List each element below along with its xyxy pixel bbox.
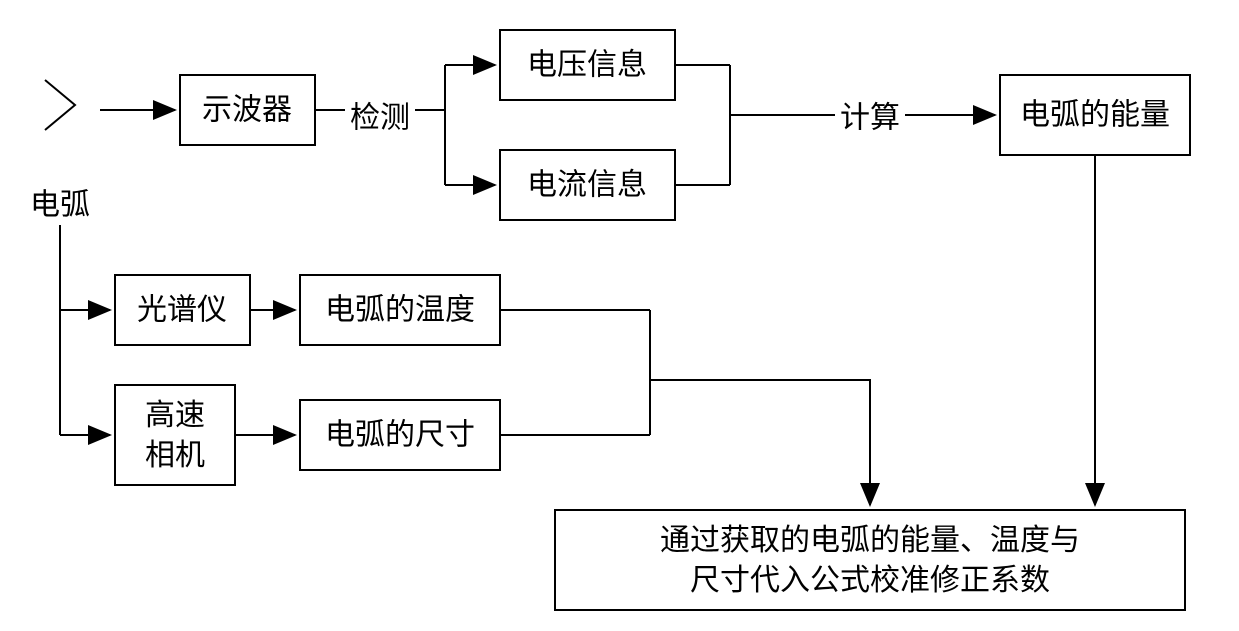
spectrometer-label: 光谱仪	[137, 294, 227, 327]
arc-label: 电弧	[30, 189, 90, 222]
result-label-line2: 尺寸代入公式校准修正系数	[690, 564, 1050, 597]
camera-label-line2: 相机	[145, 439, 205, 472]
arc-size-label: 电弧的尺寸	[325, 419, 475, 452]
current-info-label: 电流信息	[527, 169, 647, 202]
detect-label: 检测	[350, 102, 410, 135]
camera-label-line1: 高速	[145, 399, 205, 432]
arc-bolt-icon	[45, 80, 75, 130]
oscilloscope-label: 示波器	[202, 94, 292, 127]
arc-temperature-label: 电弧的温度	[325, 294, 475, 327]
result-label-line1: 通过获取的电弧的能量、温度与	[660, 524, 1080, 557]
arc-energy-label: 电弧的能量	[1020, 99, 1170, 132]
calculate-label: 计算	[840, 102, 900, 135]
voltage-info-label: 电压信息	[527, 49, 647, 82]
edge-merge2-result	[650, 380, 870, 505]
